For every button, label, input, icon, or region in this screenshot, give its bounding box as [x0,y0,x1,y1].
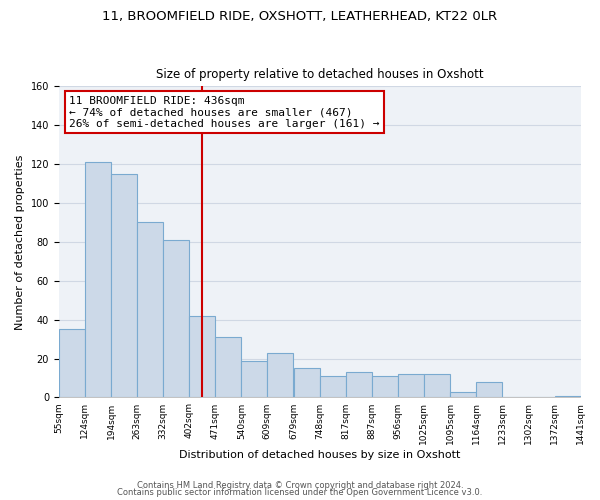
Bar [268,352,293,398]
Bar [85,162,111,398]
Bar [476,382,502,398]
Bar [137,222,163,398]
Text: Contains HM Land Registry data © Crown copyright and database right 2024.: Contains HM Land Registry data © Crown c… [137,480,463,490]
Title: Size of property relative to detached houses in Oxshott: Size of property relative to detached ho… [156,68,484,81]
Bar [320,376,346,398]
Text: 11 BROOMFIELD RIDE: 436sqm
← 74% of detached houses are smaller (467)
26% of sem: 11 BROOMFIELD RIDE: 436sqm ← 74% of deta… [69,96,380,129]
Bar [190,316,215,398]
Bar [293,368,320,398]
Bar [554,396,581,398]
Bar [241,360,268,398]
Bar [372,376,398,398]
Bar [59,330,85,398]
Bar [450,392,476,398]
Text: 11, BROOMFIELD RIDE, OXSHOTT, LEATHERHEAD, KT22 0LR: 11, BROOMFIELD RIDE, OXSHOTT, LEATHERHEA… [103,10,497,23]
Bar [424,374,450,398]
Bar [163,240,189,398]
Bar [398,374,424,398]
Bar [111,174,137,398]
Bar [346,372,371,398]
Y-axis label: Number of detached properties: Number of detached properties [15,154,25,330]
Text: Contains public sector information licensed under the Open Government Licence v3: Contains public sector information licen… [118,488,482,497]
Bar [215,337,241,398]
X-axis label: Distribution of detached houses by size in Oxshott: Distribution of detached houses by size … [179,450,460,460]
